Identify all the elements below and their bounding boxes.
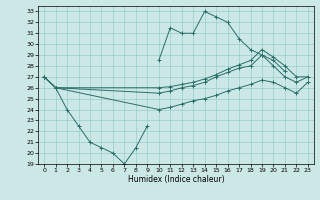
X-axis label: Humidex (Indice chaleur): Humidex (Indice chaleur) (128, 175, 224, 184)
